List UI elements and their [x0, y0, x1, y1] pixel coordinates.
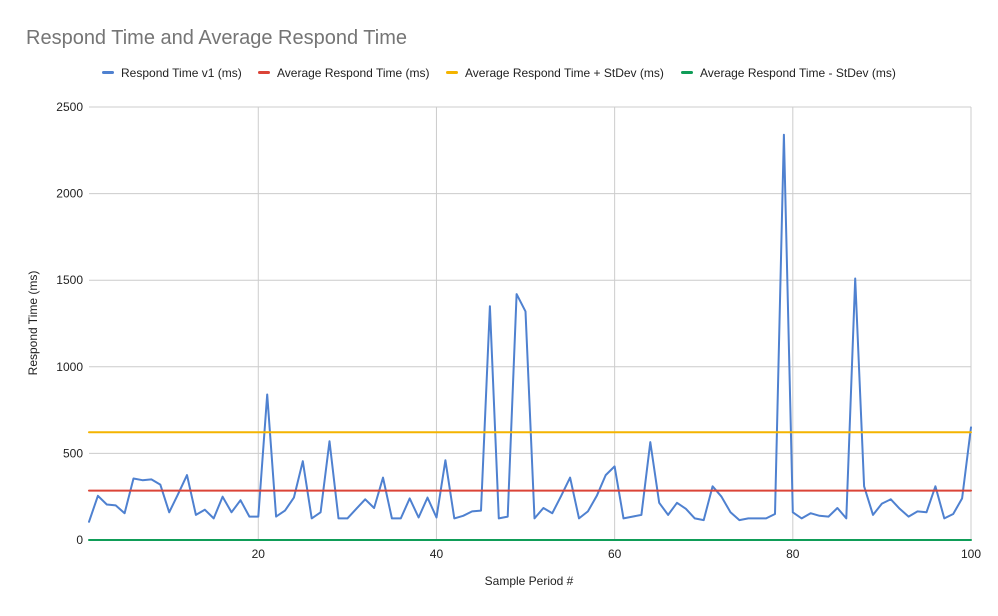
- y-tick-label: 500: [63, 446, 83, 460]
- y-tick-label: 1000: [56, 360, 83, 374]
- series-line-1: [88, 133, 972, 523]
- legend-swatch: [258, 71, 270, 74]
- legend-entry: Average Respond Time (ms): [277, 66, 430, 80]
- legend-entry: Respond Time v1 (ms): [121, 66, 242, 80]
- x-tick-label: 60: [608, 547, 622, 561]
- legend-entry: Average Respond Time - StDev (ms): [700, 66, 896, 80]
- y-axis-ticks: 0 500 1000 1500 2000 2500: [56, 100, 83, 547]
- y-tick-label: 0: [76, 533, 83, 547]
- legend: Respond Time v1 (ms) Average Respond Time…: [102, 66, 896, 80]
- x-axis-ticks: 20 40 60 80 100: [252, 547, 982, 561]
- y-tick-label: 2000: [56, 187, 83, 201]
- chart-title: Respond Time and Average Respond Time: [26, 27, 407, 49]
- x-tick-label: 100: [961, 547, 981, 561]
- legend-swatch: [446, 71, 458, 74]
- legend-entry: Average Respond Time + StDev (ms): [465, 66, 664, 80]
- legend-swatch: [681, 71, 693, 74]
- series-layer: [88, 133, 972, 541]
- x-tick-label: 20: [252, 547, 266, 561]
- x-axis-title: Sample Period #: [485, 574, 574, 588]
- y-tick-label: 1500: [56, 273, 83, 287]
- legend-swatch: [102, 71, 114, 74]
- x-tick-label: 40: [430, 547, 444, 561]
- y-axis-title: Respond Time (ms): [26, 271, 40, 376]
- x-tick-label: 80: [786, 547, 800, 561]
- gridlines: [89, 106, 972, 540]
- y-tick-label: 2500: [56, 100, 83, 114]
